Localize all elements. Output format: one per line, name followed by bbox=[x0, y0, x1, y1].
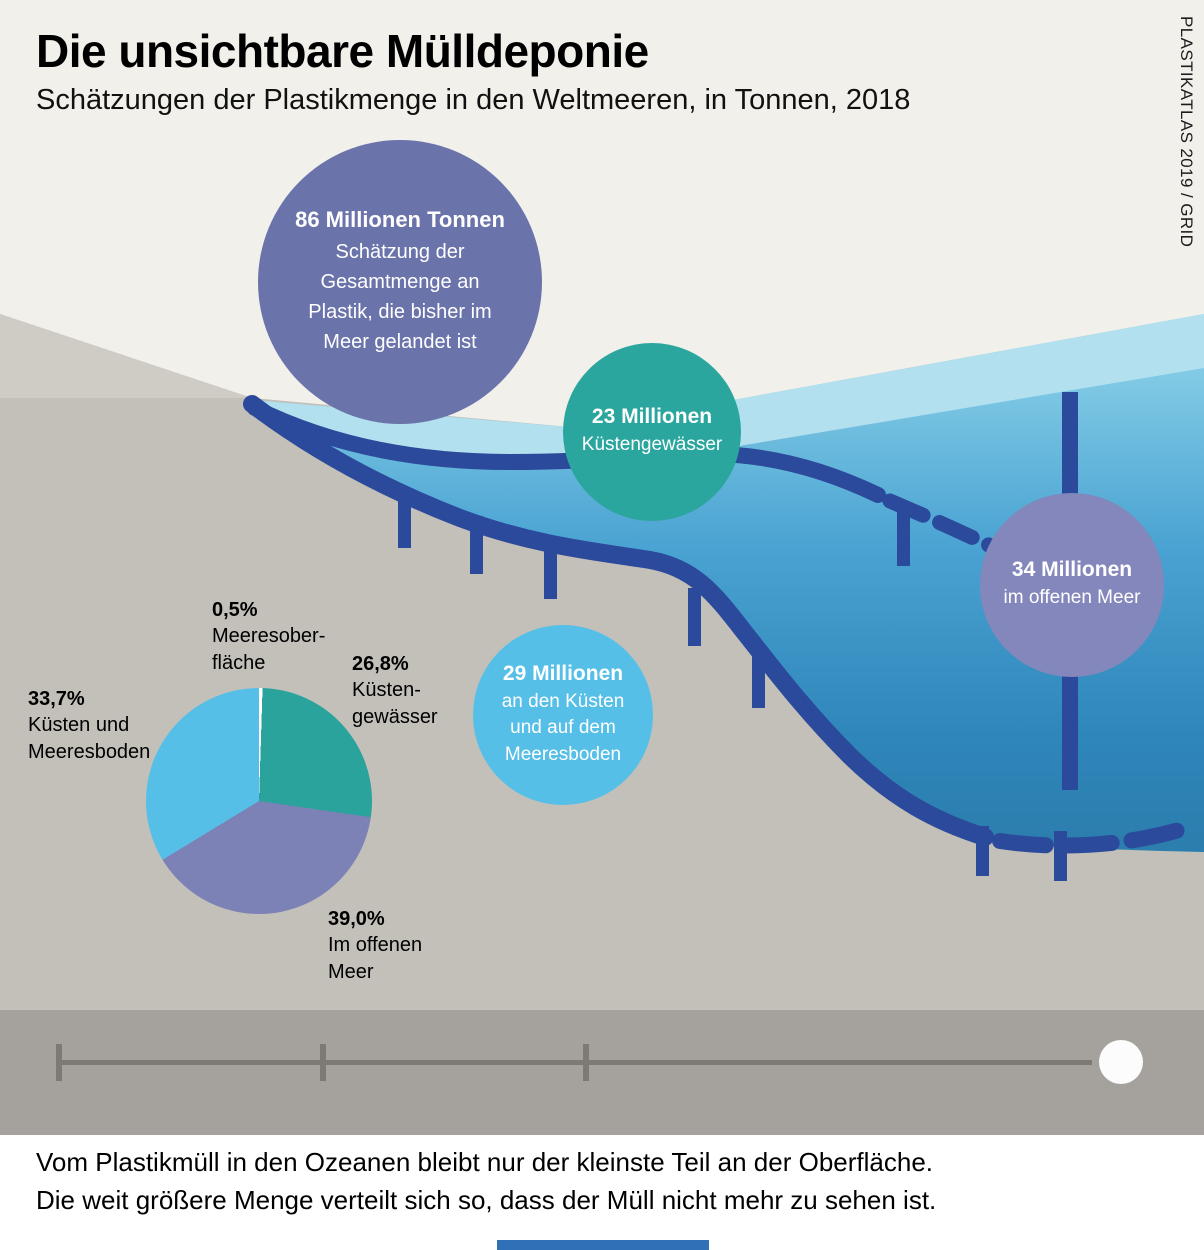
bubble-coast-seabed-value: 29 Millionen bbox=[502, 661, 624, 685]
land-top-face bbox=[0, 314, 252, 398]
caption-text: Vom Plastikmüll in den Ozeanen bleibt nu… bbox=[36, 1147, 937, 1215]
flow-tick-marks bbox=[398, 392, 1078, 881]
pie-label-open-sea-value: 39,0% bbox=[328, 908, 385, 930]
pie-label-surface-value: 0,5% bbox=[212, 599, 258, 621]
flow-floor-dashed bbox=[992, 818, 1200, 854]
scale-tick-2 bbox=[320, 1044, 326, 1081]
bubble-coast-seabed-desc: an den Küsten und auf dem Meeresboden bbox=[501, 690, 625, 765]
bubble-total-desc: Schätzung der Gesamtmenge an Plastik, di… bbox=[308, 241, 492, 353]
footer-band bbox=[0, 1010, 1204, 1135]
bubble-coastal-desc: Küstengewässer bbox=[581, 434, 723, 456]
scale-end-dot bbox=[1099, 1040, 1143, 1084]
pie-label-surface: 0,5% Meeresober- fläche bbox=[212, 597, 325, 676]
scale-tick-3 bbox=[583, 1044, 589, 1081]
pie-chart bbox=[146, 688, 372, 914]
seafloor-scale bbox=[56, 1044, 1092, 1081]
pie-label-open-sea: 39,0% Im offenen Meer bbox=[328, 906, 422, 985]
source-credit: PLASTIKATLAS 2019 / GRID bbox=[1177, 16, 1196, 248]
pie-label-coast-seabed-name: Küsten und Meeresboden bbox=[28, 714, 151, 763]
bubble-open-sea-desc: im offenen Meer bbox=[1003, 587, 1141, 609]
pie-label-coastal-name: Küsten- gewässer bbox=[352, 679, 438, 728]
pie-label-coastal-value: 26,8% bbox=[352, 653, 409, 675]
pie-label-open-sea-name: Im offenen Meer bbox=[328, 934, 423, 983]
bubble-total-value: 86 Millionen Tonnen bbox=[295, 207, 505, 232]
sea-surface bbox=[252, 314, 1204, 466]
page-subtitle: Schätzungen der Plastikmenge in den Welt… bbox=[36, 84, 911, 116]
bubble-coastal-waters: 23 Millionen Küstengewässer bbox=[563, 343, 741, 521]
pie-label-coast-seabed: 33,7% Küsten und Meeresboden bbox=[28, 686, 150, 765]
scale-line bbox=[58, 1060, 1092, 1065]
header: Die unsichtbare Mülldeponie Schätzungen … bbox=[36, 24, 910, 117]
pie-label-coastal: 26,8% Küsten- gewässer bbox=[352, 651, 438, 730]
pie-label-surface-name: Meeresober- fläche bbox=[212, 625, 326, 674]
bubble-open-sea-value: 34 Millionen bbox=[1011, 558, 1133, 582]
bubble-open-sea: 34 Millionen im offenen Meer bbox=[980, 493, 1164, 677]
bubble-coastal-value: 23 Millionen bbox=[591, 405, 713, 429]
footer-accent-bar bbox=[497, 1240, 709, 1250]
page-title: Die unsichtbare Mülldeponie bbox=[36, 25, 649, 77]
pie-label-coast-seabed-value: 33,7% bbox=[28, 688, 85, 710]
bubble-total-plastic: 86 Millionen Tonnen Schätzung der Gesamt… bbox=[258, 140, 542, 424]
bubble-coast-seabed: 29 Millionen an den Küsten und auf dem M… bbox=[473, 625, 653, 805]
scale-tick-1 bbox=[56, 1044, 62, 1081]
